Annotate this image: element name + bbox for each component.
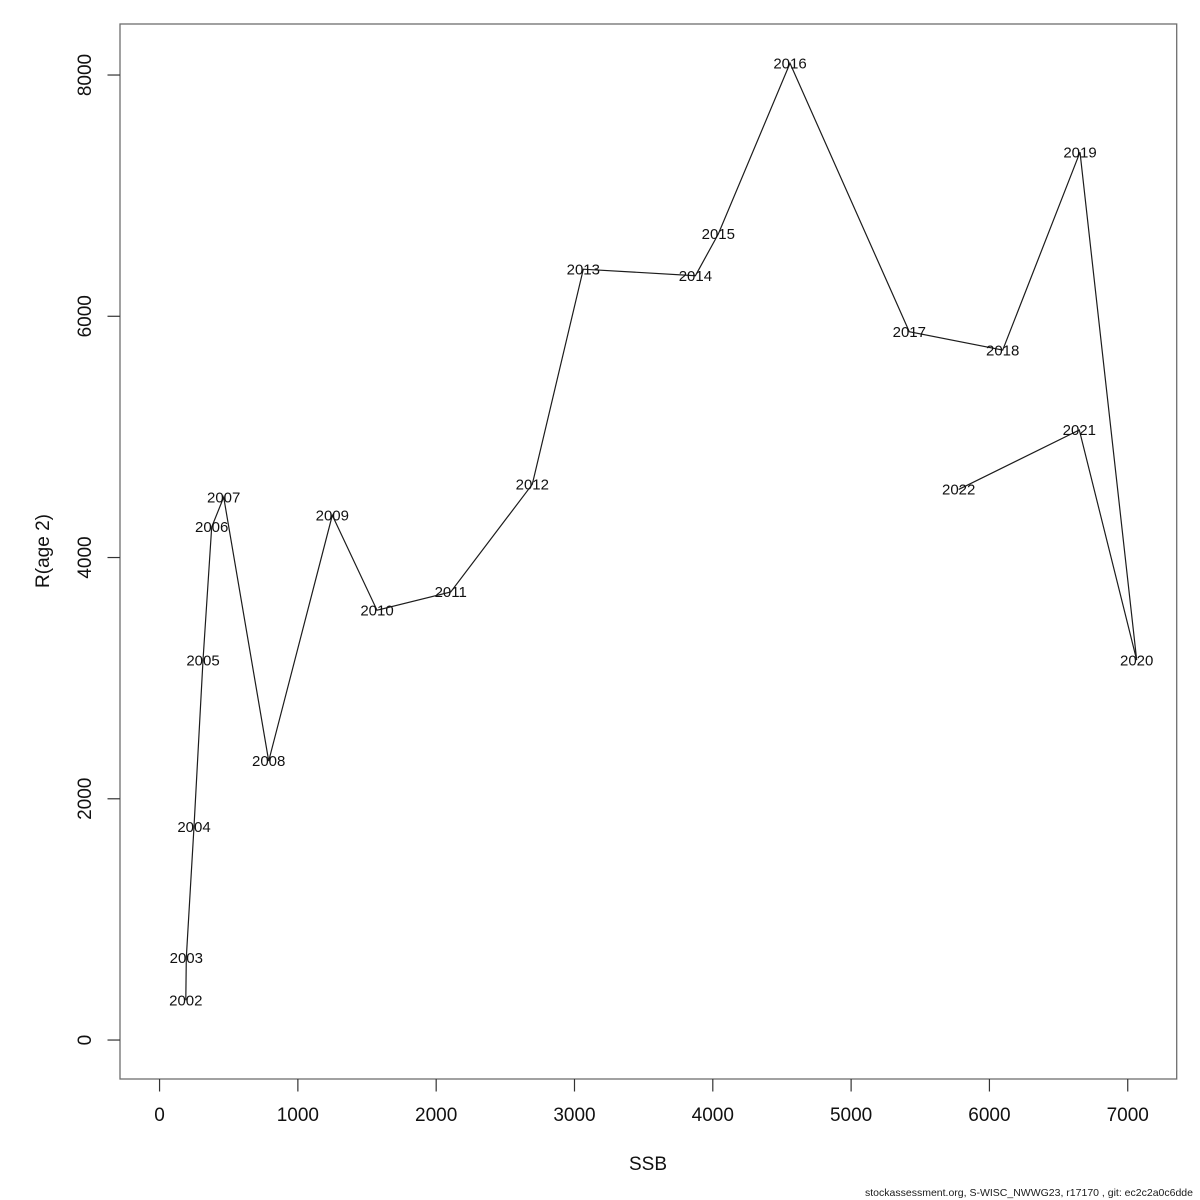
year-label-2003: 2003 [170, 950, 203, 967]
x-tick-label: 7000 [1107, 1105, 1149, 1126]
x-tick-label: 3000 [553, 1105, 595, 1126]
series-group [185, 61, 1138, 1001]
y-tick-label: 4000 [75, 536, 96, 578]
y-axis-title: R(age 2) [33, 514, 54, 588]
y-tick-label: 0 [75, 1035, 96, 1046]
year-label-2009: 2009 [316, 508, 349, 525]
year-label-2012: 2012 [516, 477, 549, 494]
x-axis-title: SSB [629, 1154, 667, 1175]
y-axis: 0 2000 4000 6000 8000 [75, 54, 120, 1045]
y-tick-label: 2000 [75, 778, 96, 820]
x-tick-label: 4000 [692, 1105, 734, 1126]
year-label-2004: 2004 [177, 819, 210, 836]
x-axis: 0 1000 2000 3000 4000 5000 6000 7000 [154, 1079, 1149, 1126]
year-label-2010: 2010 [360, 602, 393, 619]
year-label-2018: 2018 [986, 342, 1019, 359]
x-tick-label: 6000 [968, 1105, 1010, 1126]
year-label-2019: 2019 [1063, 144, 1096, 161]
year-label-2005: 2005 [186, 653, 219, 670]
year-label-2007: 2007 [207, 489, 240, 506]
year-label-2008: 2008 [252, 753, 285, 770]
year-label-2014: 2014 [679, 268, 712, 285]
x-tick-label: 0 [154, 1105, 165, 1126]
recruitment-ssb-line [185, 61, 1138, 1001]
y-tick-label: 6000 [75, 295, 96, 337]
year-label-2011: 2011 [435, 584, 467, 601]
year-label-2006: 2006 [195, 519, 228, 536]
year-label-2017: 2017 [893, 324, 926, 341]
year-labels-group: 2002 2003 2004 2005 2006 2007 2008 2009 2010 2011… [169, 56, 1153, 1010]
x-tick-label: 1000 [277, 1105, 319, 1126]
x-tick-label: 2000 [415, 1105, 457, 1126]
year-label-2022: 2022 [942, 482, 975, 499]
year-label-2015: 2015 [702, 226, 735, 243]
y-tick-label: 8000 [75, 54, 96, 96]
plot-border [119, 23, 1178, 1080]
footer-attribution: stockassessment.org, S-WISC_NWWG23, r171… [865, 1187, 1193, 1199]
year-label-2020: 2020 [1120, 652, 1153, 669]
year-label-2021: 2021 [1063, 422, 1096, 439]
year-label-2016: 2016 [773, 56, 806, 73]
year-label-2002: 2002 [169, 992, 202, 1009]
x-tick-label: 5000 [830, 1105, 872, 1126]
year-label-2013: 2013 [567, 261, 600, 278]
